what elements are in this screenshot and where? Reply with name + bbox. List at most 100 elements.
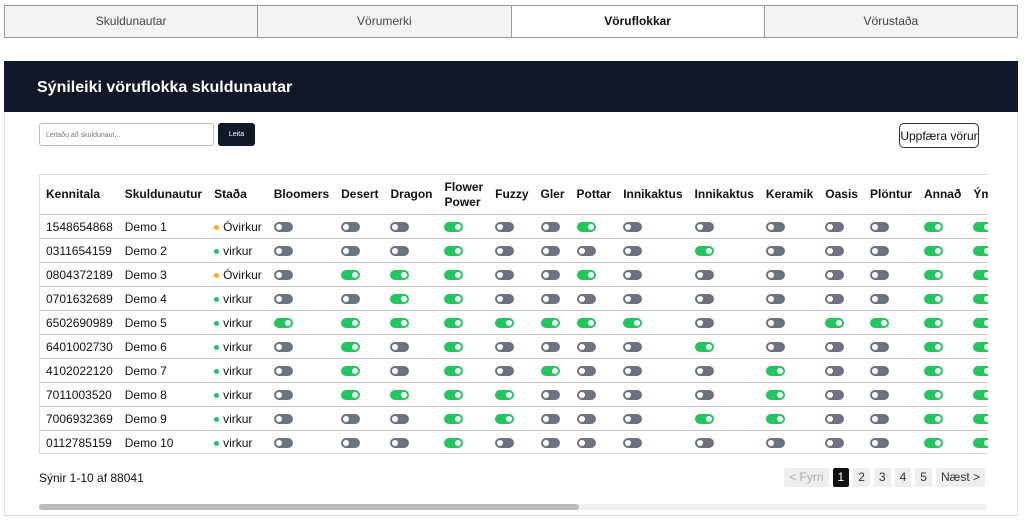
toggle[interactable]	[576, 222, 596, 233]
toggle[interactable]	[623, 414, 643, 425]
toggle[interactable]	[273, 270, 293, 281]
update-button[interactable]: Uppfæra vörur	[899, 123, 979, 148]
toggle[interactable]	[444, 246, 464, 257]
toggle[interactable]	[576, 270, 596, 281]
toggle[interactable]	[273, 246, 293, 257]
toggle[interactable]	[444, 390, 464, 401]
toggle[interactable]	[495, 342, 515, 353]
toggle[interactable]	[923, 414, 943, 425]
toggle[interactable]	[973, 318, 988, 329]
toggle[interactable]	[973, 438, 988, 449]
toggle[interactable]	[869, 294, 889, 305]
search-button[interactable]: Leita	[218, 123, 255, 146]
toggle[interactable]	[576, 390, 596, 401]
prev-button[interactable]: < Fyrri	[784, 468, 829, 487]
toggle[interactable]	[341, 246, 361, 257]
toggle[interactable]	[825, 246, 845, 257]
toggle[interactable]	[923, 342, 943, 353]
toggle[interactable]	[341, 222, 361, 233]
toggle[interactable]	[390, 270, 410, 281]
toggle[interactable]	[765, 294, 785, 305]
toggle[interactable]	[973, 390, 988, 401]
toggle[interactable]	[540, 270, 560, 281]
toggle[interactable]	[765, 390, 785, 401]
toggle[interactable]	[825, 438, 845, 449]
tab[interactable]: Skuldunautar	[5, 6, 259, 37]
toggle[interactable]	[869, 246, 889, 257]
scrollbar[interactable]	[39, 504, 987, 510]
page-button[interactable]: 3	[873, 468, 891, 487]
toggle[interactable]	[495, 366, 515, 377]
toggle[interactable]	[623, 366, 643, 377]
toggle[interactable]	[495, 390, 515, 401]
page-button[interactable]: 1	[832, 468, 850, 487]
toggle[interactable]	[869, 438, 889, 449]
toggle[interactable]	[973, 270, 988, 281]
toggle[interactable]	[765, 246, 785, 257]
toggle[interactable]	[576, 342, 596, 353]
toggle[interactable]	[623, 342, 643, 353]
toggle[interactable]	[923, 270, 943, 281]
toggle[interactable]	[540, 318, 560, 329]
toggle[interactable]	[341, 342, 361, 353]
toggle[interactable]	[341, 414, 361, 425]
toggle[interactable]	[973, 366, 988, 377]
toggle[interactable]	[623, 270, 643, 281]
toggle[interactable]	[869, 366, 889, 377]
toggle[interactable]	[765, 318, 785, 329]
toggle[interactable]	[540, 438, 560, 449]
toggle[interactable]	[576, 366, 596, 377]
toggle[interactable]	[540, 246, 560, 257]
toggle[interactable]	[444, 222, 464, 233]
toggle[interactable]	[273, 222, 293, 233]
toggle[interactable]	[576, 318, 596, 329]
toggle[interactable]	[273, 438, 293, 449]
toggle[interactable]	[869, 270, 889, 281]
toggle[interactable]	[869, 414, 889, 425]
toggle[interactable]	[540, 390, 560, 401]
tab[interactable]: Vörustaða	[764, 6, 1017, 37]
toggle[interactable]	[694, 270, 714, 281]
toggle[interactable]	[694, 438, 714, 449]
toggle[interactable]	[273, 366, 293, 377]
toggle[interactable]	[825, 270, 845, 281]
toggle[interactable]	[623, 438, 643, 449]
toggle[interactable]	[765, 342, 785, 353]
toggle[interactable]	[923, 222, 943, 233]
toggle[interactable]	[495, 270, 515, 281]
toggle[interactable]	[869, 390, 889, 401]
toggle[interactable]	[390, 222, 410, 233]
toggle[interactable]	[390, 318, 410, 329]
toggle[interactable]	[765, 414, 785, 425]
toggle[interactable]	[623, 246, 643, 257]
scroll-thumb[interactable]	[39, 504, 579, 510]
toggle[interactable]	[869, 318, 889, 329]
toggle[interactable]	[765, 270, 785, 281]
search-input[interactable]: Leitaðu að skuldunaut...	[39, 123, 214, 146]
toggle[interactable]	[390, 246, 410, 257]
toggle[interactable]	[495, 438, 515, 449]
toggle[interactable]	[273, 342, 293, 353]
toggle[interactable]	[576, 294, 596, 305]
toggle[interactable]	[341, 438, 361, 449]
toggle[interactable]	[576, 438, 596, 449]
toggle[interactable]	[341, 318, 361, 329]
toggle[interactable]	[341, 294, 361, 305]
toggle[interactable]	[495, 318, 515, 329]
toggle[interactable]	[923, 438, 943, 449]
toggle[interactable]	[825, 318, 845, 329]
toggle[interactable]	[495, 246, 515, 257]
toggle[interactable]	[923, 294, 943, 305]
toggle[interactable]	[341, 270, 361, 281]
toggle[interactable]	[825, 222, 845, 233]
toggle[interactable]	[273, 414, 293, 425]
toggle[interactable]	[973, 294, 988, 305]
page-button[interactable]: 2	[853, 468, 870, 487]
toggle[interactable]	[390, 438, 410, 449]
toggle[interactable]	[390, 414, 410, 425]
toggle[interactable]	[576, 414, 596, 425]
toggle[interactable]	[444, 342, 464, 353]
toggle[interactable]	[444, 294, 464, 305]
toggle[interactable]	[825, 414, 845, 425]
toggle[interactable]	[341, 366, 361, 377]
